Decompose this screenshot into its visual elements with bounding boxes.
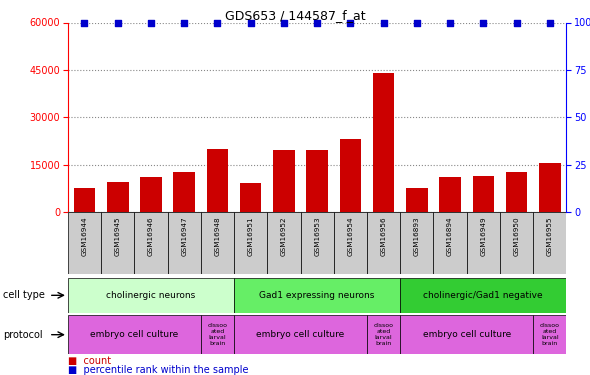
Point	[445, 20, 455, 26]
Bar	[240, 183, 261, 212]
Point	[346, 20, 355, 26]
Text: embryo cell culture: embryo cell culture	[90, 330, 178, 339]
Text: ■  count: ■ count	[68, 356, 111, 366]
Text: dissoo
ated
larval
brain: dissoo ated larval brain	[540, 324, 560, 346]
Text: GSM16955: GSM16955	[547, 217, 553, 256]
Text: dissoo
ated
larval
brain: dissoo ated larval brain	[208, 324, 227, 346]
Text: dissoo
ated
larval
brain: dissoo ated larval brain	[373, 324, 394, 346]
Bar	[140, 177, 162, 212]
Text: GSM16893: GSM16893	[414, 217, 420, 256]
FancyBboxPatch shape	[135, 212, 168, 274]
FancyBboxPatch shape	[168, 212, 201, 274]
Point	[212, 20, 222, 26]
Point	[312, 20, 322, 26]
Text: GSM16951: GSM16951	[248, 217, 254, 256]
Text: GSM16956: GSM16956	[381, 217, 386, 256]
FancyBboxPatch shape	[434, 212, 467, 274]
FancyBboxPatch shape	[400, 278, 566, 313]
Text: GSM16953: GSM16953	[314, 217, 320, 256]
Point	[545, 20, 555, 26]
FancyBboxPatch shape	[533, 315, 566, 354]
Text: GSM16945: GSM16945	[114, 217, 121, 256]
Point	[113, 20, 122, 26]
Bar	[273, 150, 294, 212]
Point	[146, 20, 156, 26]
Bar	[473, 176, 494, 212]
Text: embryo cell culture: embryo cell culture	[422, 330, 511, 339]
Text: GSM16949: GSM16949	[480, 217, 486, 256]
Bar	[173, 172, 195, 212]
FancyBboxPatch shape	[334, 212, 367, 274]
Text: ■  percentile rank within the sample: ■ percentile rank within the sample	[68, 365, 248, 375]
FancyBboxPatch shape	[267, 212, 300, 274]
FancyBboxPatch shape	[367, 315, 400, 354]
Text: cholinergic/Gad1 negative: cholinergic/Gad1 negative	[424, 291, 543, 300]
FancyBboxPatch shape	[201, 212, 234, 274]
FancyBboxPatch shape	[533, 212, 566, 274]
FancyBboxPatch shape	[201, 315, 234, 354]
Text: GSM16894: GSM16894	[447, 217, 453, 256]
FancyBboxPatch shape	[68, 315, 201, 354]
Bar	[107, 182, 129, 212]
Bar	[506, 172, 527, 212]
Text: GSM16947: GSM16947	[181, 217, 187, 256]
Text: GSM16944: GSM16944	[81, 217, 87, 256]
Point	[412, 20, 421, 26]
Bar	[74, 188, 95, 212]
FancyBboxPatch shape	[234, 315, 367, 354]
FancyBboxPatch shape	[400, 315, 533, 354]
Point	[279, 20, 289, 26]
FancyBboxPatch shape	[500, 212, 533, 274]
Text: GSM16950: GSM16950	[513, 217, 520, 256]
FancyBboxPatch shape	[467, 212, 500, 274]
Point	[478, 20, 488, 26]
FancyBboxPatch shape	[234, 212, 267, 274]
FancyBboxPatch shape	[234, 278, 400, 313]
Point	[379, 20, 388, 26]
Text: protocol: protocol	[3, 330, 42, 340]
Point	[80, 20, 89, 26]
FancyBboxPatch shape	[367, 212, 400, 274]
Text: embryo cell culture: embryo cell culture	[257, 330, 345, 339]
Bar	[306, 150, 328, 212]
Point	[246, 20, 255, 26]
Text: GSM16954: GSM16954	[348, 217, 353, 256]
Bar	[440, 177, 461, 212]
Bar	[206, 149, 228, 212]
Text: Gad1 expressing neurons: Gad1 expressing neurons	[260, 291, 375, 300]
Bar	[539, 163, 560, 212]
Text: GSM16946: GSM16946	[148, 217, 154, 256]
FancyBboxPatch shape	[400, 212, 434, 274]
FancyBboxPatch shape	[68, 212, 101, 274]
Text: GDS653 / 144587_f_at: GDS653 / 144587_f_at	[225, 9, 365, 22]
Text: cholinergic neurons: cholinergic neurons	[106, 291, 195, 300]
FancyBboxPatch shape	[101, 212, 135, 274]
Bar	[373, 73, 394, 212]
Bar	[340, 139, 361, 212]
FancyBboxPatch shape	[68, 278, 234, 313]
FancyBboxPatch shape	[300, 212, 334, 274]
Text: GSM16952: GSM16952	[281, 217, 287, 256]
Point	[179, 20, 189, 26]
Point	[512, 20, 521, 26]
Text: cell type: cell type	[3, 290, 45, 300]
Bar	[406, 188, 428, 212]
Text: GSM16948: GSM16948	[214, 217, 221, 256]
